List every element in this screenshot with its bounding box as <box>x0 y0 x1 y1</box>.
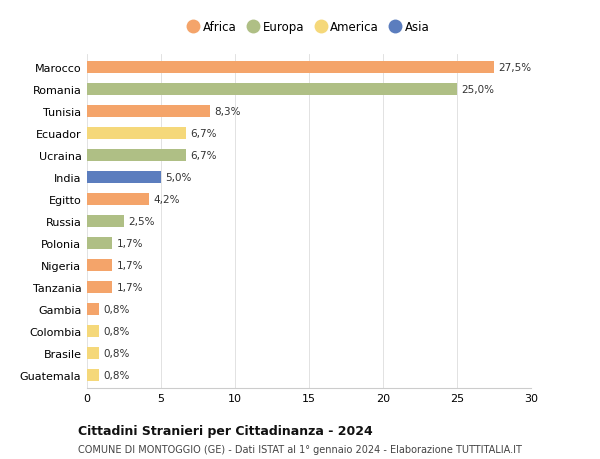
Bar <box>87 259 112 271</box>
Text: 1,7%: 1,7% <box>116 282 143 292</box>
Bar <box>87 62 494 74</box>
Bar <box>87 84 457 96</box>
Text: 0,8%: 0,8% <box>103 326 130 336</box>
Bar <box>87 369 99 381</box>
Text: 25,0%: 25,0% <box>461 85 494 95</box>
Bar <box>87 106 210 118</box>
Text: 5,0%: 5,0% <box>166 173 192 183</box>
Bar <box>87 150 186 162</box>
Text: 0,8%: 0,8% <box>103 348 130 358</box>
Text: 0,8%: 0,8% <box>103 370 130 380</box>
Bar <box>87 237 112 249</box>
Text: 2,5%: 2,5% <box>128 217 155 226</box>
Text: 0,8%: 0,8% <box>103 304 130 314</box>
Text: 6,7%: 6,7% <box>191 129 217 139</box>
Text: Cittadini Stranieri per Cittadinanza - 2024: Cittadini Stranieri per Cittadinanza - 2… <box>78 425 373 437</box>
Bar <box>87 281 112 293</box>
Text: 27,5%: 27,5% <box>499 63 532 73</box>
Bar <box>87 172 161 184</box>
Text: 4,2%: 4,2% <box>154 195 180 205</box>
Text: 8,3%: 8,3% <box>214 107 241 117</box>
Text: COMUNE DI MONTOGGIO (GE) - Dati ISTAT al 1° gennaio 2024 - Elaborazione TUTTITAL: COMUNE DI MONTOGGIO (GE) - Dati ISTAT al… <box>78 444 522 454</box>
Bar <box>87 128 186 140</box>
Bar <box>87 347 99 359</box>
Bar <box>87 215 124 228</box>
Bar <box>87 325 99 337</box>
Legend: Africa, Europa, America, Asia: Africa, Europa, America, Asia <box>185 18 433 38</box>
Bar <box>87 194 149 206</box>
Text: 6,7%: 6,7% <box>191 151 217 161</box>
Text: 1,7%: 1,7% <box>116 238 143 248</box>
Text: 1,7%: 1,7% <box>116 260 143 270</box>
Bar <box>87 303 99 315</box>
